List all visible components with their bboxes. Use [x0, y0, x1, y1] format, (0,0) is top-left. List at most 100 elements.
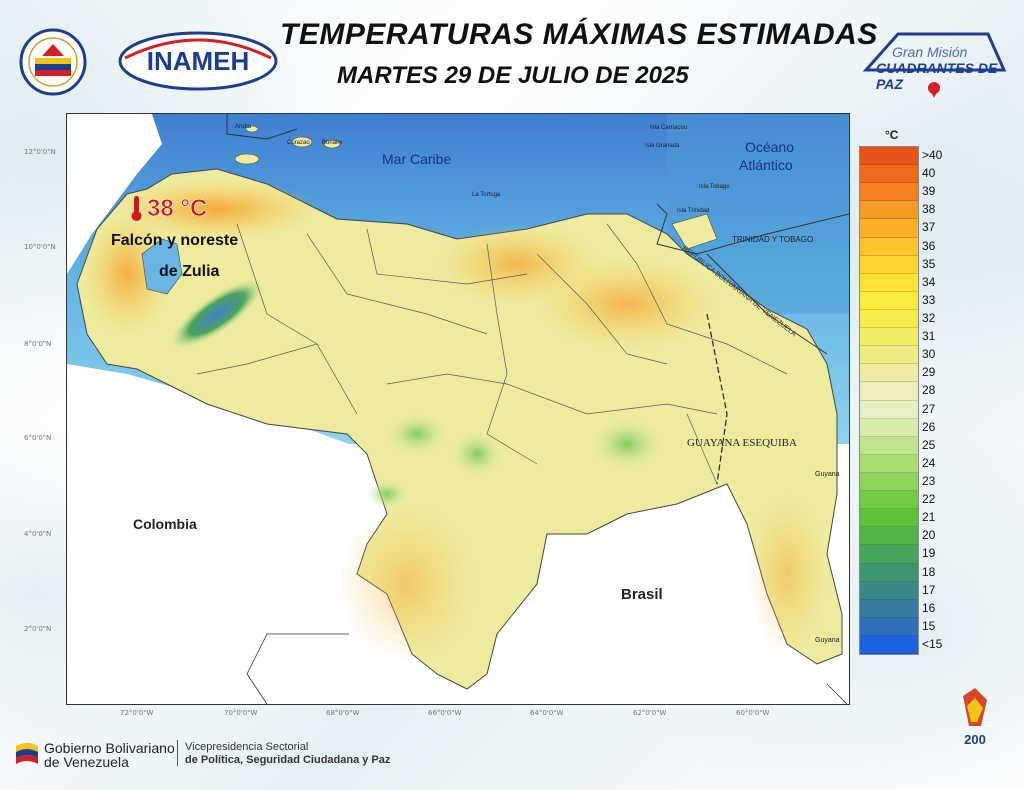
cuadrantes-de-paz-logo: Gran Misión CUADRANTES DE PAZ — [858, 24, 1008, 100]
legend-swatch — [860, 237, 918, 256]
legend-swatch — [860, 545, 918, 564]
vice-line2: de Política, Seguridad Ciudadana y Paz — [185, 754, 391, 766]
legend-label: 40 — [922, 166, 936, 181]
legend-label: 30 — [922, 347, 936, 362]
thermometer-icon — [131, 196, 142, 221]
right-logo-line2: CUADRANTES DE PAZ — [876, 60, 998, 92]
legend-label: 17 — [922, 582, 936, 597]
svg-text:200: 200 — [964, 732, 986, 747]
lake-maracaibo — [141, 238, 183, 295]
guyana-label: Guyana — [815, 471, 840, 478]
lat-tick: 12°0'0"N — [24, 148, 56, 156]
annotation-region-line1: Falcón y noreste — [111, 232, 238, 249]
legend-label: 20 — [922, 528, 936, 543]
legend-swatch — [860, 346, 918, 365]
legend-swatch — [860, 165, 918, 184]
legend-swatch — [860, 617, 918, 636]
lat-tick: 6°0'0"N — [24, 434, 52, 442]
vice-line1: Vicepresidencia Sectorial — [185, 741, 309, 753]
legend-swatch — [860, 454, 918, 473]
legend-label: 34 — [922, 274, 936, 289]
gob-line2: de Venezuela — [44, 754, 129, 770]
aruba-label: Aruba — [235, 124, 252, 130]
legend-swatch — [860, 436, 918, 455]
gobierno-bolivariano-logo: Gobierno Bolivariano de Venezuela — [14, 738, 184, 770]
legend-label: 29 — [922, 365, 936, 380]
lon-tick: 66°0'0"W — [428, 709, 462, 717]
lon-tick: 64°0'0"W — [530, 709, 564, 717]
legend-label: 33 — [922, 292, 936, 307]
legend-label: >40 — [922, 148, 943, 162]
legend-label: 27 — [922, 401, 936, 416]
brasil-label: Brasil — [621, 586, 663, 603]
legend-swatch — [860, 183, 918, 202]
legend-label: 36 — [922, 238, 936, 253]
government-seal-logo — [18, 28, 88, 96]
legend-label: 31 — [922, 329, 936, 344]
legend-swatch — [860, 291, 918, 310]
temperature-map: Mar Caribe Océano Atlántico Colombia Bra… — [66, 113, 850, 705]
lat-tick: 10°0'0"N — [24, 243, 56, 251]
legend-swatch — [860, 635, 918, 655]
colombia-label: Colombia — [133, 516, 197, 532]
legend-swatch — [860, 599, 918, 618]
legend-swatch — [860, 309, 918, 329]
legend-swatch — [860, 418, 918, 437]
isla-carriacou-label: Isla Carriacou — [650, 125, 687, 131]
bicentenario-logo: 200 — [955, 686, 995, 766]
legend-label: 26 — [922, 419, 936, 434]
isla-granada-label: Isla Granada — [645, 143, 680, 149]
oceano-label-1: Océano — [745, 139, 794, 155]
footer-divider — [177, 740, 178, 766]
trinidad-label: TRINIDAD Y TOBAGO — [732, 235, 813, 244]
legend-label: 28 — [922, 383, 936, 398]
legend-unit: °C — [885, 128, 899, 142]
legend-label: 32 — [922, 310, 936, 325]
legend-swatch — [860, 581, 918, 600]
guyana-label-2: Guyana — [815, 637, 840, 644]
legend-label: <15 — [922, 636, 943, 651]
page-subtitle: MARTES 29 DE JULIO DE 2025 — [337, 62, 689, 89]
lon-tick: 72°0'0"W — [120, 709, 154, 717]
legend-swatch — [860, 382, 918, 401]
legend-swatch — [860, 400, 918, 419]
legend-swatch — [860, 219, 918, 238]
lon-tick: 68°0'0"W — [326, 709, 360, 717]
legend-label: 15 — [922, 618, 936, 633]
isla-tobago-label: Isla Tobago — [699, 184, 730, 190]
legend-label: 16 — [922, 600, 936, 615]
la-tortuga-label: La Tortuga — [472, 192, 501, 198]
legend-label: 39 — [922, 184, 936, 199]
right-logo-line1: Gran Misión — [892, 44, 968, 60]
gob-line1: Gobierno Bolivariano — [44, 740, 175, 756]
legend-swatch — [860, 563, 918, 582]
lon-tick: 60°0'0"W — [736, 709, 770, 717]
legend-swatch — [860, 491, 918, 510]
legend-swatch — [860, 201, 918, 220]
isla-trinidad-label: Isla Trinidad — [677, 208, 709, 214]
legend-label: 24 — [922, 455, 936, 470]
venezuela-flag-icon — [16, 743, 38, 764]
inameh-logo: INAMEH — [117, 28, 279, 94]
guayana-label: GUAYANA ESEQUIBA — [687, 437, 797, 449]
lat-tick: 8°0'0"N — [24, 340, 52, 348]
mar-caribe-label: Mar Caribe — [382, 151, 451, 167]
legend-label: 22 — [922, 492, 936, 507]
legend-label: 35 — [922, 256, 936, 271]
inameh-logo-text: INAMEH — [147, 46, 250, 76]
legend-swatch — [860, 364, 918, 383]
lon-tick: 62°0'0"W — [633, 709, 667, 717]
legend-swatch — [860, 273, 918, 292]
legend-label: 37 — [922, 220, 936, 235]
lat-tick: 4°0'0"N — [24, 530, 52, 538]
legend-swatch — [860, 472, 918, 492]
lon-tick: 70°0'0"W — [224, 709, 258, 717]
legend-label: 18 — [922, 564, 936, 579]
legend-swatch — [860, 328, 918, 347]
legend-swatch — [860, 255, 918, 274]
max-temp-annotation: 38 °C — [147, 195, 207, 222]
legend-swatch — [860, 147, 918, 166]
legend-label: 19 — [922, 546, 936, 561]
color-legend — [859, 146, 919, 655]
oceano-label-2: Atlántico — [739, 157, 793, 173]
